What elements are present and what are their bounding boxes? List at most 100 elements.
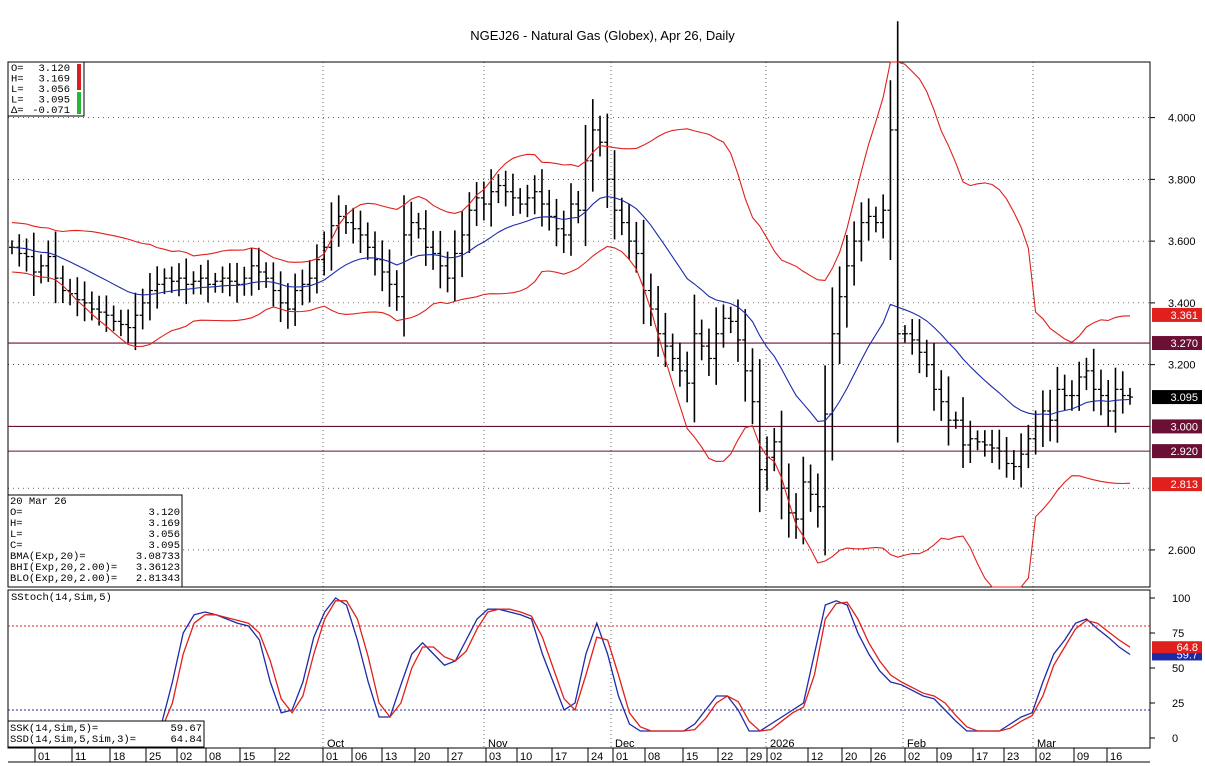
stoch-ytick-label: 25 [1172,698,1184,710]
x-day-label: 24 [591,751,603,763]
stoch-ytick-label: 0 [1172,733,1178,745]
ohlc-box-value: 3.095 [38,95,70,107]
price-label-box [1152,336,1202,351]
info-box-key: H= [10,518,23,530]
info-box-value: 3.08733 [136,551,180,563]
x-day-label: 12 [811,751,823,763]
x-day-label: 22 [278,751,290,763]
candle-down-icon [77,64,81,90]
x-day-label: 20 [418,751,430,763]
x-day-label: 02 [770,751,782,763]
x-day-label: 22 [721,751,733,763]
price-label-text: 2.813 [1170,479,1198,491]
x-month-label: Mar [1037,738,1056,750]
ohlc-box-value: 3.169 [38,74,70,86]
candle-up-icon [77,92,81,114]
x-day-label: 29 [750,751,762,763]
price-label-text: 3.270 [1170,338,1198,350]
x-day-label: 02 [180,751,192,763]
info-box-value: 3.36123 [136,562,180,574]
stoch-label: SStoch(14,Sim,5) [11,592,112,604]
x-month-label: 2026 [770,738,794,750]
x-day-label: 01 [38,751,50,763]
price-ytick-label: 3.800 [1168,174,1196,186]
info-box-date: 20 Mar 26 [10,496,67,508]
info-box-value: 3.120 [148,507,180,519]
chart-title: NGEJ26 - Natural Gas (Globex), Apr 26, D… [470,28,735,43]
x-day-label: 17 [555,751,567,763]
x-day-label: 16 [1110,751,1122,763]
x-day-label: 08 [209,751,221,763]
stoch-info-box [7,720,205,748]
stoch-ytick-label: 50 [1172,663,1184,675]
x-day-label: 10 [520,751,532,763]
x-day-label: 15 [243,751,255,763]
x-month-label: Feb [907,738,926,750]
price-bars [9,21,1133,556]
x-day-label: 20 [845,751,857,763]
info-box-key: BHI(Exp,20,2.00)= [10,562,117,574]
price-label-text: 3.000 [1170,421,1198,433]
x-day-label: 01 [326,751,338,763]
stoch-info-key: SSD(14,Sim,5,Sim,3)= [10,734,136,746]
stoch-panel-frame [7,589,1151,749]
x-month-label: Nov [488,738,508,750]
info-box-value: 3.056 [148,529,180,541]
info-box-key: BLO(Exp,20,2.00)= [10,573,117,585]
x-day-label: 08 [648,751,660,763]
info-box-value: 3.095 [148,540,180,552]
stoch-series-line [19,597,1131,732]
stoch-ytick-label: 100 [1172,593,1190,605]
x-day-label: 18 [113,751,125,763]
x-day-label: 02 [908,751,920,763]
x-day-label: 26 [874,751,886,763]
ohlc-box-value: 3.056 [38,84,70,96]
price-ytick-label: 3.600 [1168,236,1196,248]
info-box-key: C= [10,540,23,552]
ohlc-box-key: O= [11,63,24,75]
ohlc-box-value: -0.071 [32,105,70,117]
x-month-label: Oct [327,738,344,750]
moving-average-line [11,195,1131,422]
ohlc-box-key: H= [11,74,24,86]
price-label-box [1152,444,1202,459]
price-label-text: 2.920 [1170,446,1198,458]
stoch-value-text: 64.8 [1177,642,1198,654]
x-day-label: 13 [385,751,397,763]
bollinger-upper-band [11,61,1131,343]
x-day-label: 01 [616,751,628,763]
ohlc-box-value: 3.120 [38,63,70,75]
stoch-series-line [19,600,1131,732]
info-box-value: 3.169 [148,518,180,530]
info-box-key: O= [10,507,23,519]
ohlc-box-key: L= [11,84,24,96]
x-day-label: 09 [940,751,952,763]
stoch-info-value: 59.67 [170,723,202,735]
ohlc-box-key: Δ= [11,105,24,117]
price-label-box [1152,390,1202,405]
stoch-info-value: 64.84 [170,734,202,746]
ohlc-box [7,61,85,117]
price-label-text: 3.361 [1170,310,1198,322]
price-label-box [1152,477,1202,492]
stoch-info-key: SSK(14,Sim,5)= [10,723,98,735]
price-label-box [1152,307,1202,322]
stoch-value-box [1152,641,1202,654]
stoch-ytick-label: 75 [1172,628,1184,640]
x-day-label: 15 [686,751,698,763]
price-ytick-label: 3.200 [1168,360,1196,372]
info-box [7,494,183,588]
ohlc-box-key: L= [11,95,24,107]
x-day-label: 11 [75,751,86,763]
price-ytick-label: 2.600 [1168,545,1196,557]
x-day-label: 25 [149,751,161,763]
price-panel-frame [7,61,1151,588]
x-day-label: 06 [355,751,367,763]
bollinger-lower-band [11,245,1131,588]
x-day-label: 17 [976,751,988,763]
x-day-label: 09 [1077,751,1089,763]
info-box-key: BMA(Exp,20)= [10,551,86,563]
price-ytick-label: 3.400 [1168,298,1196,310]
info-box-key: L= [10,529,23,541]
